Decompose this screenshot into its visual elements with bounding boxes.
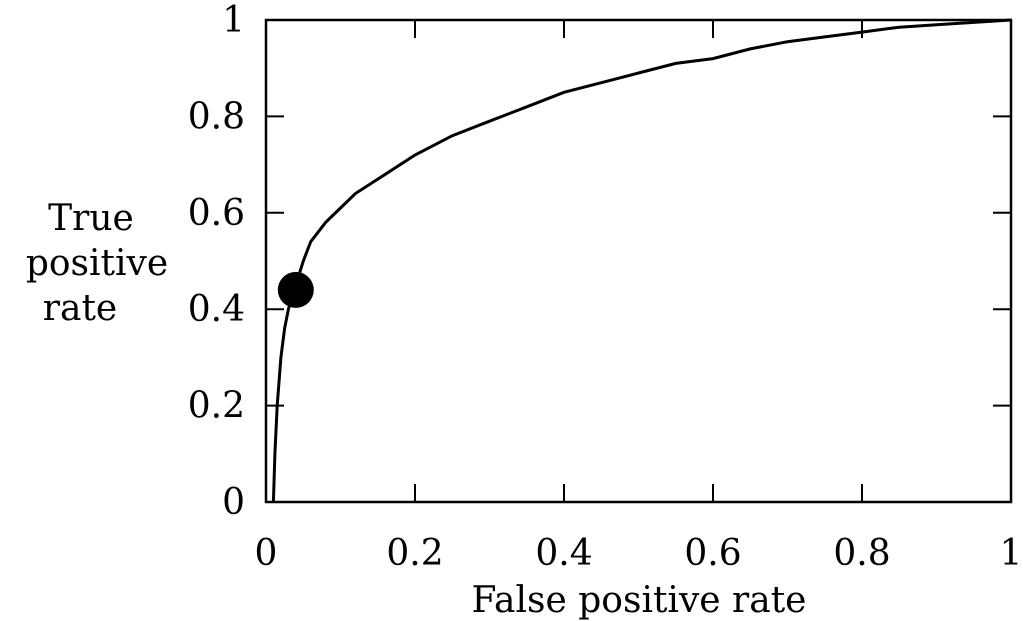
y-tick-labels: 0 0.2 0.4 0.6 0.8 1 [188,0,245,523]
y-tick-label: 0.4 [188,289,245,330]
y-axis-label-line-3: rate [43,288,117,329]
roc-curve [271,18,1012,503]
x-tick-label: 1 [1000,533,1023,574]
x-tick-label: 0.8 [833,533,890,574]
x-tick-labels: 0 0.2 0.4 0.6 0.8 1 [255,533,1023,574]
tick-marks [265,19,1012,503]
plot-frame [264,18,1013,504]
y-tick-label: 0.8 [188,96,245,137]
y-axis-label-line-2: positive [26,243,168,284]
x-tick-label: 0.6 [684,533,741,574]
operating-point-marker [277,271,314,308]
y-tick-label: 0.6 [188,193,245,234]
y-axis-label-line-1: True [48,198,134,239]
x-tick-label: 0.2 [386,533,443,574]
y-tick-label: 1 [222,0,245,41]
y-tick-label: 0.2 [188,386,245,427]
x-tick-label: 0.4 [535,533,592,574]
x-axis-label: False positive rate [472,580,807,621]
y-tick-label: 0 [222,482,245,523]
x-tick-label: 0 [255,533,278,574]
